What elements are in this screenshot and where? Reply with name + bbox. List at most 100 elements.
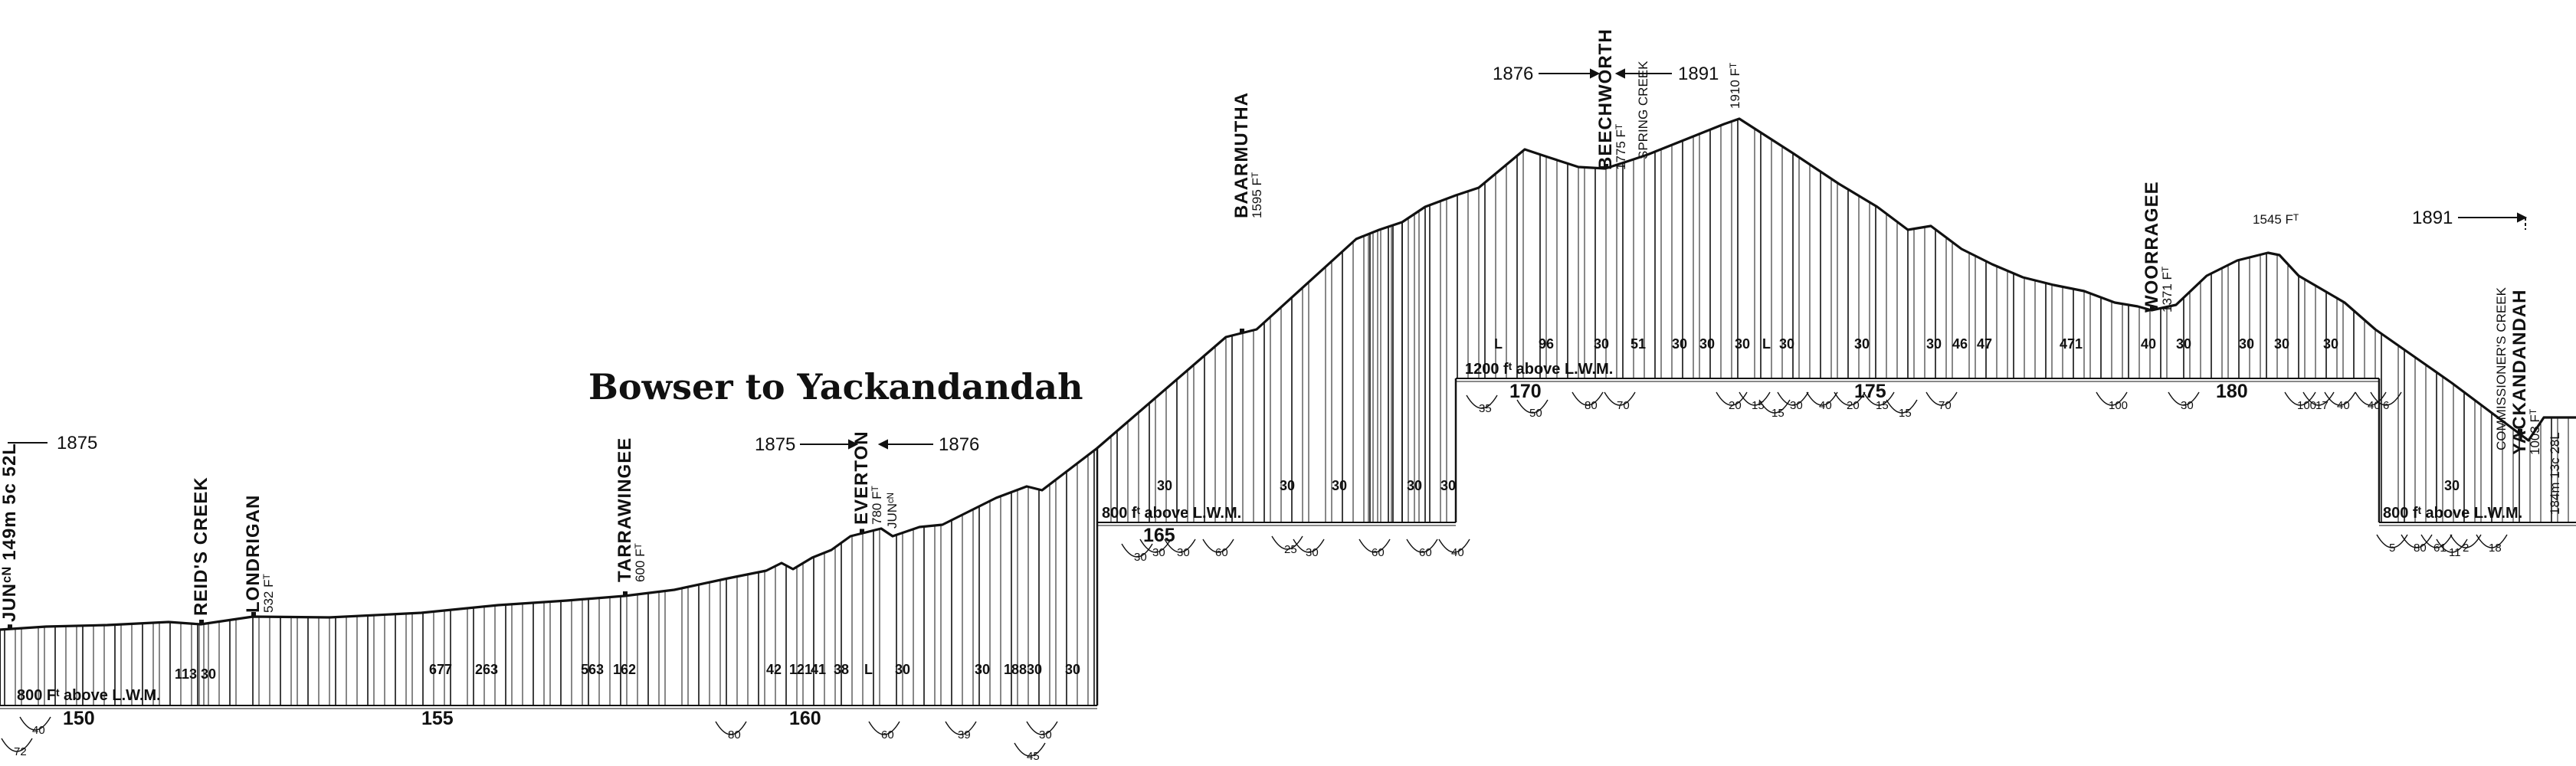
curve-marker: 40: [2355, 391, 2387, 412]
curve-radius: 40: [2368, 399, 2381, 412]
curve-radius: 30: [1306, 546, 1319, 559]
junction-sub-label: JUNᶜᴺ: [885, 493, 900, 529]
gradient-value: 162: [613, 662, 636, 677]
profile-hatching: [0, 119, 2569, 705]
commissioners-creek-label: COMMISSIONER'S CREEK: [2494, 286, 2509, 450]
ground-profile-line: [0, 117, 2576, 631]
gradient-value: 471: [2060, 336, 2083, 352]
datum-label: 800 fᵗ above L.W.M.: [1102, 505, 1241, 522]
station-marker: [1240, 329, 1244, 333]
curve-marker: 18: [2476, 534, 2508, 555]
milepost: 175: [1854, 381, 1886, 402]
curve-marker: 40: [1806, 391, 1838, 412]
gradient-value: 30: [1157, 478, 1172, 493]
datum-label: 800 fᵗ above L.W.M.: [2383, 505, 2522, 522]
curve-radius: 40: [1451, 546, 1464, 559]
gradient-value: L: [1762, 336, 1771, 352]
opening-year: 1875: [57, 433, 97, 453]
peak2-elevation-label: 1545 Fᵀ: [2253, 212, 2299, 227]
curve-marker: 100: [2096, 391, 2128, 412]
station-marker: [199, 620, 204, 624]
station-marker: [623, 591, 628, 596]
datum-labels: 800 Fᵗ above L.W.M. 800 fᵗ above L.W.M. 12…: [17, 361, 2522, 704]
station-name: TARRAWINGEE: [615, 437, 635, 582]
gradient-value: 30: [1779, 336, 1794, 352]
curve-radius: 80: [728, 728, 741, 741]
gradient-value: 30: [1854, 336, 1870, 352]
curve-radius: 50: [1529, 407, 1542, 420]
gradient-value: 263: [475, 662, 498, 677]
curve-marker: 60: [868, 721, 900, 741]
curve-marker: 15: [1886, 399, 1918, 420]
opening-years: 1875 1875 1876 1876 1891 1891: [57, 64, 2453, 455]
gradient-value: 30: [975, 662, 990, 677]
curve-radius: 72: [14, 745, 27, 758]
gradient-value: 40: [2141, 336, 2156, 352]
curve-marker: 80: [1571, 391, 1604, 412]
gradient-value: 30: [1065, 662, 1080, 677]
milepost: 160: [789, 708, 821, 729]
gradient-value: 30: [2274, 336, 2289, 352]
gradient-value: 30: [1440, 478, 1456, 493]
station-elevation: 1595 Fᵀ: [1250, 172, 1264, 218]
station-name: BAARMUTHA: [1231, 92, 1252, 218]
gradient-value: 47: [1977, 336, 1992, 352]
curve-marker: 30: [1164, 538, 1196, 559]
curve-radius: 61: [2433, 542, 2447, 555]
station-marker: [2150, 306, 2155, 310]
curve-marker: 30: [1293, 538, 1325, 559]
datum-lines: [0, 378, 2576, 709]
gradient-value: 30: [1926, 336, 1942, 352]
curve-radius: 100: [2109, 399, 2128, 412]
curve-radius: 40: [32, 724, 45, 737]
curve-radius: 25: [1284, 543, 1297, 556]
station-elevation: 780 Fᵀ: [870, 486, 884, 525]
curve-marker: 15: [1863, 391, 1895, 412]
curve-marker: 40: [2324, 391, 2356, 412]
curve-marker: 72: [1, 738, 33, 758]
opening-year: 1875: [755, 434, 795, 455]
curve-radius: 20: [1729, 399, 1742, 412]
year-arrows: [8, 68, 2528, 450]
gradient-value: 121: [789, 662, 812, 677]
station-elevation: 1003 Fᵀ: [2528, 409, 2542, 455]
gradient-value: 30: [1027, 662, 1042, 677]
curve-radius: 30: [2181, 399, 2194, 412]
stations: JUNᶜᴺ 149m 5c 52L REID'S CREEK LONDRIGAN53…: [0, 28, 2542, 630]
station-name: REID'S CREEK: [191, 476, 211, 616]
curve-radius: 11: [2449, 546, 2461, 559]
station-name: YACKANDANDAH: [2509, 290, 2530, 455]
opening-year: 1891: [2412, 208, 2453, 228]
gradient-value: 30: [2323, 336, 2338, 352]
diagram-title: Bowser to Yackandandah: [588, 366, 1083, 408]
curve-radius: 6: [2383, 399, 2389, 412]
gradient-value: 113: [175, 666, 197, 682]
curve-marker: 17: [2302, 391, 2335, 412]
curve-marker: 20: [1716, 391, 1748, 412]
milepost: 155: [421, 708, 454, 729]
curve-radius: 15: [1876, 399, 1889, 412]
curve-radius: 80: [1585, 399, 1598, 412]
gradient-value: 30: [1594, 336, 1609, 352]
station-elevation: 600 Fᵀ: [633, 543, 647, 582]
gradient-value: 30: [1735, 336, 1750, 352]
curve-radius: 15: [1771, 407, 1785, 420]
curve-marker: 25: [1271, 535, 1303, 556]
yackandandah-distance-label: 184m 13c 28L: [2548, 432, 2562, 515]
curve-radius: 40: [1819, 399, 1832, 412]
milepost: 180: [2216, 381, 2248, 402]
curve-marker: 40: [1438, 538, 1470, 559]
curve-radius: 70: [1617, 399, 1630, 412]
curve-marker: 70: [1604, 391, 1636, 412]
milepost: 150: [63, 708, 95, 729]
datum-label: 800 Fᵗ above L.W.M.: [17, 687, 161, 704]
gradient-value: 41: [811, 662, 826, 677]
curve-marker: 60: [1358, 538, 1391, 559]
curve-marker: 6: [2370, 391, 2402, 412]
curve-radius: 20: [1847, 399, 1860, 412]
gradient-value: 30: [1332, 478, 1347, 493]
gradient-value: 30: [2444, 478, 2460, 493]
gradient-value: L: [1494, 336, 1503, 352]
